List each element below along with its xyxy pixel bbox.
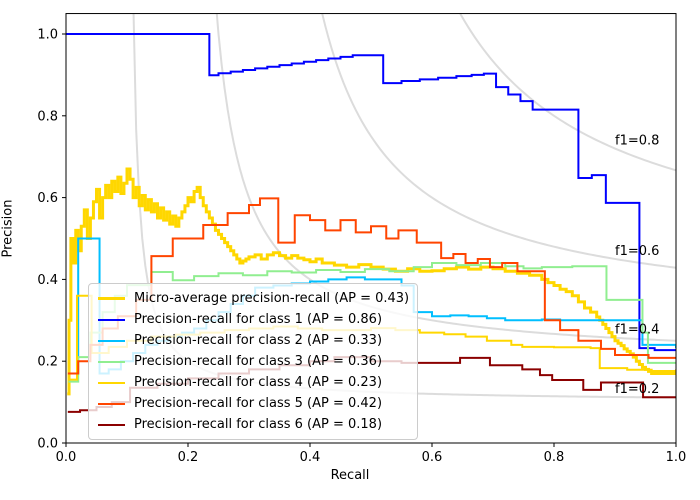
x-axis-label: Recall <box>330 468 370 483</box>
pr-curve-micro-average <box>67 167 676 396</box>
class-6-line-swatch <box>98 423 125 426</box>
legend-label: Precision-recall for class 6 (AP = 0.18) <box>134 417 383 432</box>
legend-item-class-2: Precision-recall for class 2 (AP = 0.33) <box>98 330 409 351</box>
iso-f1-curve-0.6 <box>321 13 676 269</box>
axes-frame <box>65 13 677 444</box>
x-tick-label: 0.4 <box>300 450 321 465</box>
iso-f1-curve-0.8 <box>459 13 676 172</box>
iso-f1-label: f1=0.2 <box>615 382 659 397</box>
iso-f1-label: f1=0.8 <box>615 133 659 148</box>
y-tick-label: 0.8 <box>37 109 58 124</box>
legend-label: Precision-recall for class 2 (AP = 0.33) <box>134 333 383 348</box>
y-tick-label: 0.0 <box>37 437 58 452</box>
legend-label: Precision-recall for class 3 (AP = 0.36) <box>134 354 383 369</box>
legend-item-class-3: Precision-recall for class 3 (AP = 0.36) <box>98 351 409 372</box>
x-tick-label: 1.0 <box>666 450 687 465</box>
axis-ticks: 0.0 0.2 0.4 0.6 0.8 1.0 0.0 0.2 0.4 0.6 0.8 1.0 <box>37 28 686 466</box>
legend-label: Precision-recall for class 5 (AP = 0.42) <box>134 396 383 411</box>
class-1-line-swatch <box>98 318 125 321</box>
y-tick-label: 0.2 <box>37 355 58 370</box>
legend-item-class-5: Precision-recall for class 5 (AP = 0.42) <box>98 393 409 414</box>
y-tick-label: 0.4 <box>37 273 58 288</box>
x-tick-label: 0.6 <box>422 450 443 465</box>
iso-f1-label: f1=0.6 <box>615 244 659 259</box>
legend-label: Precision-recall for class 1 (AP = 0.86) <box>134 312 383 327</box>
iso-f1-label: f1=0.4 <box>615 323 659 338</box>
legend: Micro-average precision-recall (AP = 0.4… <box>88 283 418 440</box>
legend-item-class-1: Precision-recall for class 1 (AP = 0.86) <box>98 309 409 330</box>
class-5-line-swatch <box>98 402 125 405</box>
class-2-line-swatch <box>98 339 125 342</box>
class-3-line-swatch <box>98 360 125 363</box>
legend-item-micro-average: Micro-average precision-recall (AP = 0.4… <box>98 288 409 309</box>
micro-average-line-swatch <box>98 297 125 300</box>
x-tick-label: 0.0 <box>56 450 77 465</box>
legend-label: Precision-recall for class 4 (AP = 0.23) <box>134 375 383 390</box>
legend-label: Micro-average precision-recall (AP = 0.4… <box>134 291 410 306</box>
x-tick-label: 0.2 <box>178 450 199 465</box>
iso-f1-curve-0.4 <box>215 13 676 342</box>
y-axis-label: Precision <box>0 199 16 258</box>
x-tick-label: 0.8 <box>544 450 565 465</box>
pr-curve-class-5 <box>67 197 676 375</box>
legend-item-class-4: Precision-recall for class 4 (AP = 0.23) <box>98 372 409 393</box>
iso-f1-labels: f1=0.2 f1=0.4 f1=0.6 f1=0.8 <box>615 133 659 396</box>
legend-item-class-6: Precision-recall for class 6 (AP = 0.18) <box>98 414 409 435</box>
pr-curve-class-1 <box>66 33 676 352</box>
y-tick-label: 1.0 <box>37 28 58 43</box>
y-tick-label: 0.6 <box>37 191 58 206</box>
class-4-line-swatch <box>98 381 125 384</box>
